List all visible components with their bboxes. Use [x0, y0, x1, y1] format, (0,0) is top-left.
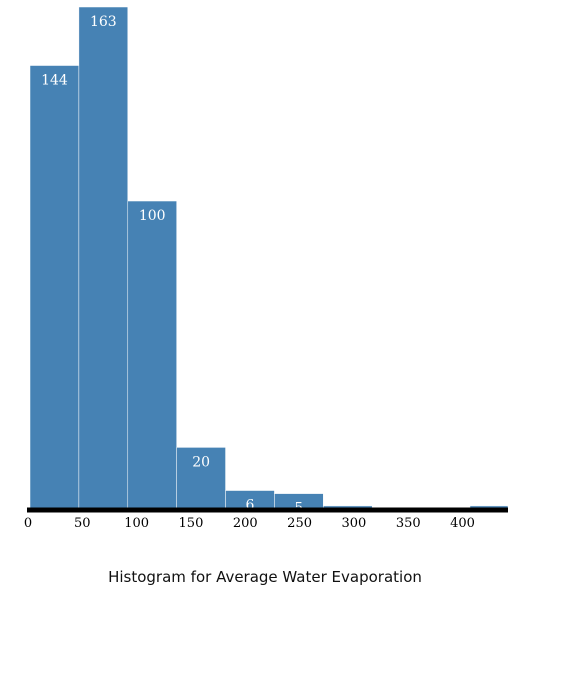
- x-tick-label: 100: [124, 516, 149, 531]
- bar-count-label: 144: [41, 73, 68, 89]
- bars-group: 1441631002065: [29, 6, 509, 517]
- bar-count-label: 100: [139, 208, 166, 224]
- histogram-bar: [78, 6, 129, 510]
- x-tick-label: 0: [24, 516, 32, 531]
- x-tick-label: 350: [396, 516, 421, 531]
- bar-count-label: 20: [192, 454, 210, 470]
- histogram-bar: [127, 200, 177, 510]
- histogram-bar: [176, 447, 226, 510]
- x-tick-label: 200: [233, 516, 258, 531]
- x-tick-label: 50: [74, 516, 91, 531]
- x-tick-label: 300: [341, 516, 366, 531]
- x-tick-label: 250: [287, 516, 312, 531]
- x-tick-labels: 0 50 100 150 200 250 300 350 400: [24, 516, 475, 531]
- bar-count-label: 163: [90, 14, 117, 30]
- bar-count-label: 6: [246, 498, 255, 514]
- x-tick-label: 400: [450, 516, 475, 531]
- chart-title: Histogram for Average Water Evaporation: [108, 568, 422, 586]
- histogram-bar: [29, 65, 80, 510]
- x-tick-label: 150: [179, 516, 204, 531]
